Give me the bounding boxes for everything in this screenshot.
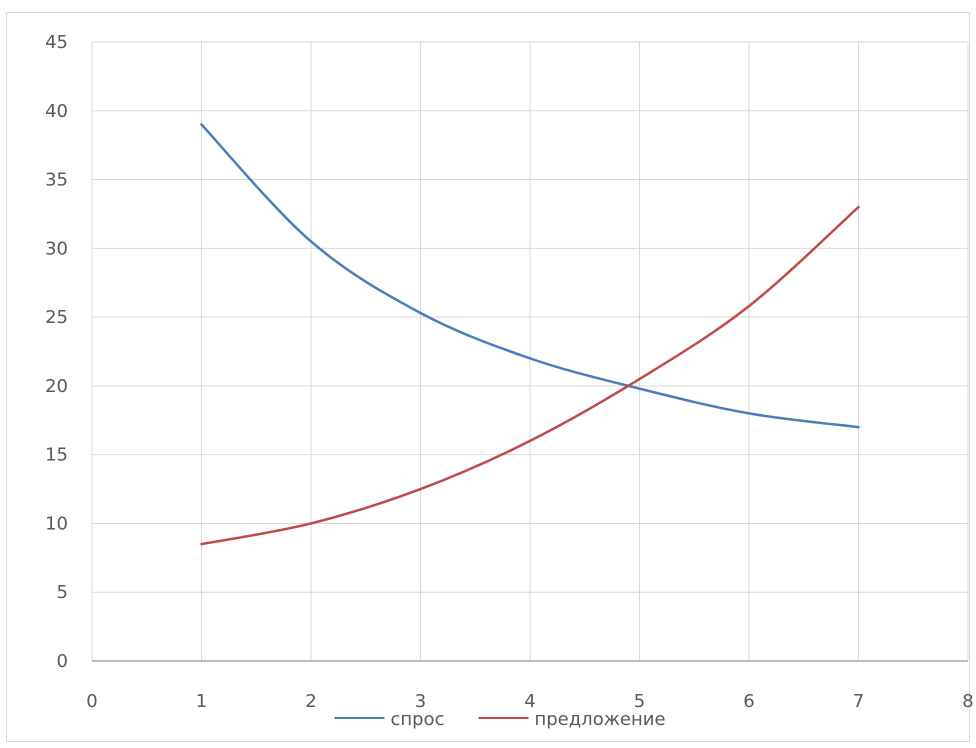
y-tick-label: 0	[57, 651, 68, 672]
data-point	[200, 542, 203, 546]
y-tick-label: 40	[45, 101, 68, 122]
data-point	[419, 311, 422, 315]
x-tick-label: 6	[743, 691, 754, 712]
data-point	[857, 425, 860, 429]
data-point	[309, 240, 313, 243]
x-tick-label: 0	[86, 691, 97, 712]
x-tick-label: 8	[962, 691, 973, 712]
gridlines	[92, 41, 969, 661]
data-point	[309, 522, 313, 525]
data-point	[528, 439, 532, 443]
x-tick-label: 4	[524, 691, 535, 712]
x-tick-label: 3	[415, 691, 426, 712]
data-point	[747, 304, 751, 308]
legend-label: спрос	[390, 709, 444, 730]
x-tick-label: 5	[634, 691, 645, 712]
data-point	[200, 123, 203, 126]
y-tick-label: 30	[45, 238, 68, 259]
legend-label: предложение	[534, 709, 665, 730]
y-tick-label: 15	[45, 445, 68, 466]
series-lines	[200, 123, 860, 546]
y-tick-label: 10	[45, 513, 68, 534]
y-tick-label: 5	[57, 582, 68, 603]
legend: спрос предложение	[334, 709, 666, 730]
y-tick-label: 20	[45, 376, 68, 397]
axes	[91, 42, 968, 662]
x-tick-label: 1	[196, 691, 207, 712]
data-point	[638, 387, 641, 390]
data-point	[747, 412, 751, 415]
data-point	[857, 205, 860, 209]
y-tick-label: 35	[45, 170, 68, 191]
chart-frame	[6, 12, 970, 742]
y-tick-label: 25	[45, 307, 68, 328]
x-tick-label: 7	[853, 691, 864, 712]
x-tick-label: 2	[305, 691, 316, 712]
data-point	[528, 357, 532, 360]
data-point	[419, 487, 422, 491]
y-tick-label: 45	[45, 32, 68, 53]
data-point	[638, 377, 641, 381]
